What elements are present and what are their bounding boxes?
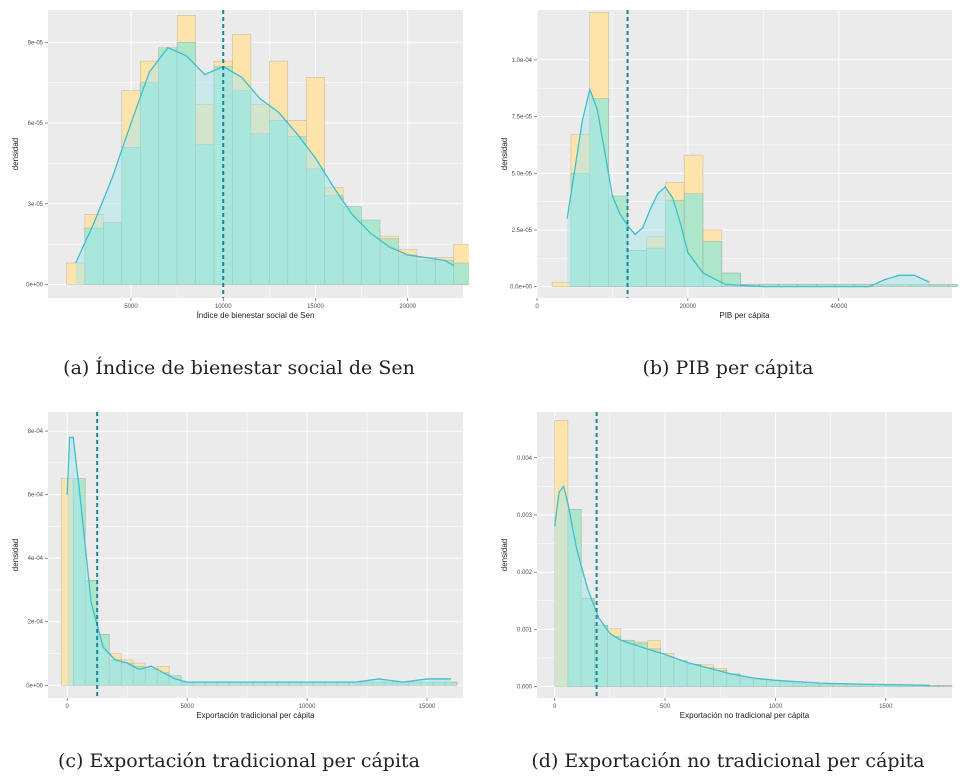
histogram-chart-c: 0 5000 10000 15000 0e+00 2e-04 4e-04 6e-04 8e-04…: [11, 412, 463, 720]
x-tick-label: 20000: [680, 304, 697, 310]
x-tick-label: 20000: [399, 304, 416, 310]
x-tick-label: 1500: [879, 704, 893, 710]
y-tick-label: 7.5e-05: [512, 115, 533, 121]
histogram-chart-d: 0 500 1000 1500 0.000 0.001 0.002 0.003 0.004 Exp…: [500, 412, 953, 720]
x-tick-label: 0: [66, 704, 70, 710]
density-area: [67, 437, 452, 686]
density-area: [75, 47, 454, 285]
density-line: [554, 484, 930, 687]
x-tick-label: 15000: [419, 704, 436, 710]
x-tick-label: 5000: [124, 304, 138, 310]
x-axis-title: PIB per cápita: [719, 311, 770, 320]
caption-c: (c) Exportación tradicional per cápita: [58, 750, 420, 772]
histogram-bar: [929, 284, 949, 287]
y-tick-label: 0.0e+00: [510, 285, 533, 291]
x-tick-label: 500: [660, 704, 671, 710]
y-axis-title: densidad: [11, 138, 20, 170]
x-tick-label: 15000: [307, 304, 324, 310]
histogram-bar: [453, 262, 469, 285]
plot-background: [48, 412, 463, 698]
y-tick-label: 0.003: [517, 513, 533, 519]
histogram-chart-b: 0 20000 40000 0.0e+00 2.5e-05 5.0e-05 7.5e-05 1…: [500, 10, 958, 320]
y-tick-label: 4e-04: [28, 556, 44, 562]
y-axis-title: densidad: [500, 138, 509, 170]
y-tick-label: 1.0e-04: [512, 58, 533, 64]
y-axis-title: densidad: [500, 539, 509, 571]
caption-b: (b) PIB per cápita: [642, 357, 814, 379]
x-tick-label: 10000: [215, 304, 232, 310]
density-line: [566, 87, 930, 288]
histogram-chart-a: 5000 10000 15000 20000 0e+00 3e-05 6e-05 9e-05 Í…: [11, 10, 469, 320]
x-axis-title: Exportación tradicional per cápita: [196, 711, 315, 720]
y-tick-label: 9e-05: [28, 40, 44, 46]
x-tick-label: 40000: [830, 304, 847, 310]
x-tick-label: 0: [535, 304, 539, 310]
chart-panel-b: 0 20000 40000 0.0e+00 2.5e-05 5.0e-05 7.5e-05 1…: [497, 6, 958, 326]
density-area: [567, 89, 930, 287]
y-tick-label: 5.0e-05: [512, 171, 533, 177]
y-tick-label: 2e-04: [28, 620, 44, 626]
y-tick-label: 3e-05: [28, 202, 44, 208]
x-tick-label: 1000: [769, 704, 783, 710]
y-tick-label: 8e-04: [28, 429, 44, 435]
caption-a: (a) Índice de bienestar social de Sen: [63, 357, 415, 379]
y-tick-label: 0e+00: [26, 283, 44, 289]
density-line: [66, 436, 452, 683]
x-axis-title: Índice de bienestar social de Sen: [197, 311, 315, 320]
y-tick-label: 0.000: [517, 685, 533, 691]
y-axis-title: densidad: [11, 539, 20, 571]
y-tick-label: 0.002: [517, 570, 533, 576]
density-line: [75, 46, 455, 267]
y-tick-label: 6e-04: [28, 493, 44, 499]
y-tick-label: 0.004: [517, 456, 533, 462]
y-tick-label: 0.001: [517, 627, 533, 633]
y-tick-label: 6e-05: [28, 121, 44, 127]
density-area: [554, 486, 930, 687]
y-tick-label: 0e+00: [26, 683, 44, 689]
x-tick-label: 10000: [299, 704, 316, 710]
chart-panel-a: 5000 10000 15000 20000 0e+00 3e-05 6e-05 9e-05 Í…: [8, 6, 469, 326]
histogram-bar: [938, 685, 953, 687]
chart-panel-c: 0 5000 10000 15000 0e+00 2e-04 4e-04 6e-04 8e-04…: [8, 408, 469, 726]
x-tick-label: 5000: [180, 704, 194, 710]
caption-d: (d) Exportación no tradicional per cápit…: [531, 750, 925, 772]
x-axis-title: Exportación no tradicional per cápita: [680, 711, 810, 720]
histogram-bar: [947, 284, 958, 287]
chart-panel-d: 0 500 1000 1500 0.000 0.001 0.002 0.003 0.004 Exp…: [497, 408, 958, 726]
y-tick-label: 2.5e-05: [512, 228, 533, 234]
x-tick-label: 0: [553, 704, 557, 710]
